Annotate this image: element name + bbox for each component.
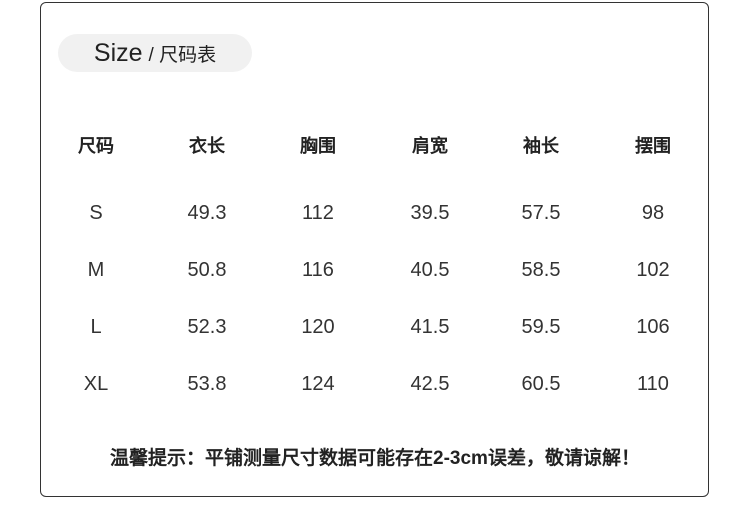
table-cell: 106 bbox=[636, 316, 670, 338]
table-cell: 124 bbox=[301, 373, 335, 395]
table-cell: 52.3 bbox=[187, 316, 227, 338]
table-cell: 42.5 bbox=[410, 373, 450, 395]
size-label: S bbox=[89, 202, 103, 224]
size-label: XL bbox=[83, 373, 109, 395]
column-header: 衣长 bbox=[189, 136, 225, 156]
table-cell: 58.5 bbox=[521, 259, 561, 281]
size-chart-frame bbox=[40, 2, 709, 497]
table-cell: 120 bbox=[301, 316, 335, 338]
column-header: 尺码 bbox=[78, 136, 114, 156]
column-header: 摆围 bbox=[635, 136, 671, 156]
column-header: 肩宽 bbox=[412, 136, 448, 156]
table-cell: 57.5 bbox=[521, 202, 561, 224]
table-cell: 110 bbox=[637, 373, 669, 395]
table-cell: 50.8 bbox=[187, 259, 227, 281]
size-label: M bbox=[87, 259, 105, 281]
table-cell: 59.5 bbox=[521, 316, 561, 338]
title-main: Size bbox=[93, 38, 143, 67]
table-cell: 116 bbox=[302, 259, 334, 281]
table-cell: 112 bbox=[302, 202, 334, 224]
size-chart-title: Size / 尺码表 bbox=[58, 34, 252, 72]
table-cell: 49.3 bbox=[187, 202, 227, 224]
column-header: 胸围 bbox=[300, 136, 336, 156]
size-label: L bbox=[90, 316, 102, 338]
table-cell: 53.8 bbox=[187, 373, 227, 395]
title-sub: / 尺码表 bbox=[148, 44, 217, 66]
measurement-note: 温馨提示：平铺测量尺寸数据可能存在2-3cm误差，敬请谅解！ bbox=[110, 448, 640, 469]
table-cell: 39.5 bbox=[410, 202, 450, 224]
table-cell: 98 bbox=[641, 202, 665, 224]
table-cell: 41.5 bbox=[410, 316, 450, 338]
table-cell: 60.5 bbox=[521, 373, 561, 395]
table-cell: 102 bbox=[636, 259, 670, 281]
column-header: 袖长 bbox=[523, 136, 559, 156]
table-cell: 40.5 bbox=[410, 259, 450, 281]
